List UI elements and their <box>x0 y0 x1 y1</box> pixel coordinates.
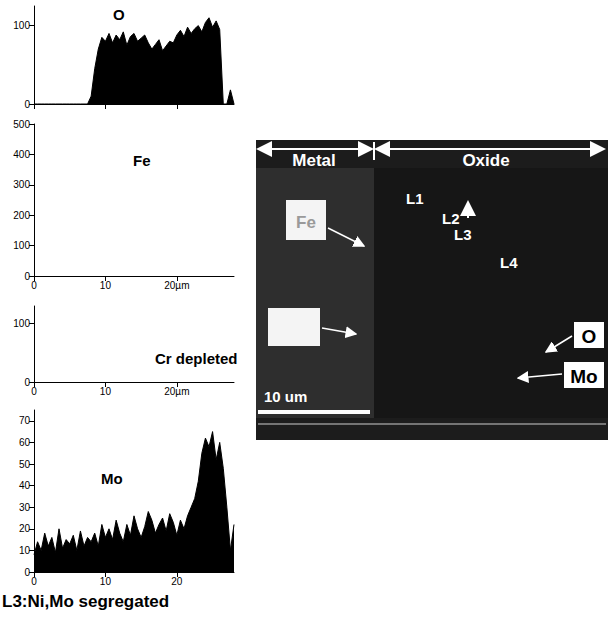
svg-text:20µm: 20µm <box>164 280 189 291</box>
svg-text:Fe: Fe <box>296 213 316 232</box>
html-text:L3:Ni,Mo segregated: L3:Ni,Mo segregated <box>2 592 170 611</box>
svg-text:70: 70 <box>19 415 31 426</box>
svg-text:Metal: Metal <box>292 151 335 170</box>
svg-text:L1: L1 <box>406 190 424 207</box>
svg-text:60: 60 <box>19 437 31 448</box>
svg-text:10 um: 10 um <box>264 388 307 405</box>
svg-text:0: 0 <box>24 377 30 388</box>
svg-text:Mo: Mo <box>101 470 123 487</box>
svg-text:20: 20 <box>19 523 31 534</box>
svg-text:10: 10 <box>100 386 112 397</box>
svg-text:200: 200 <box>13 210 30 221</box>
svg-text:50: 50 <box>19 459 31 470</box>
svg-text:Cr depleted: Cr depleted <box>155 350 238 367</box>
svg-text:Oxide: Oxide <box>462 151 509 170</box>
svg-text:0: 0 <box>31 576 37 587</box>
svg-text:400: 400 <box>13 149 30 160</box>
svg-text:100: 100 <box>13 20 30 31</box>
svg-text:O: O <box>582 326 597 347</box>
svg-text:40: 40 <box>19 480 31 491</box>
svg-text:10: 10 <box>100 280 112 291</box>
svg-text:0: 0 <box>24 567 30 578</box>
svg-text:100: 100 <box>13 240 30 251</box>
svg-text:10: 10 <box>100 576 112 587</box>
svg-text:20: 20 <box>171 576 183 587</box>
svg-text:L4: L4 <box>500 254 518 271</box>
svg-text:O: O <box>113 6 125 23</box>
svg-text:300: 300 <box>13 179 30 190</box>
svg-text:0: 0 <box>31 386 37 397</box>
svg-text:0: 0 <box>24 271 30 282</box>
svg-text:0: 0 <box>31 280 37 291</box>
svg-text:100: 100 <box>13 318 30 329</box>
svg-text:L2: L2 <box>442 210 460 227</box>
svg-text:Fe: Fe <box>133 152 151 169</box>
svg-text:L3: L3 <box>454 226 472 243</box>
svg-text:500: 500 <box>13 119 30 130</box>
svg-text:Mo: Mo <box>570 366 597 387</box>
svg-text:20µm: 20µm <box>164 386 189 397</box>
svg-text:0: 0 <box>24 99 30 110</box>
svg-text:30: 30 <box>19 502 31 513</box>
svg-text:10: 10 <box>19 545 31 556</box>
